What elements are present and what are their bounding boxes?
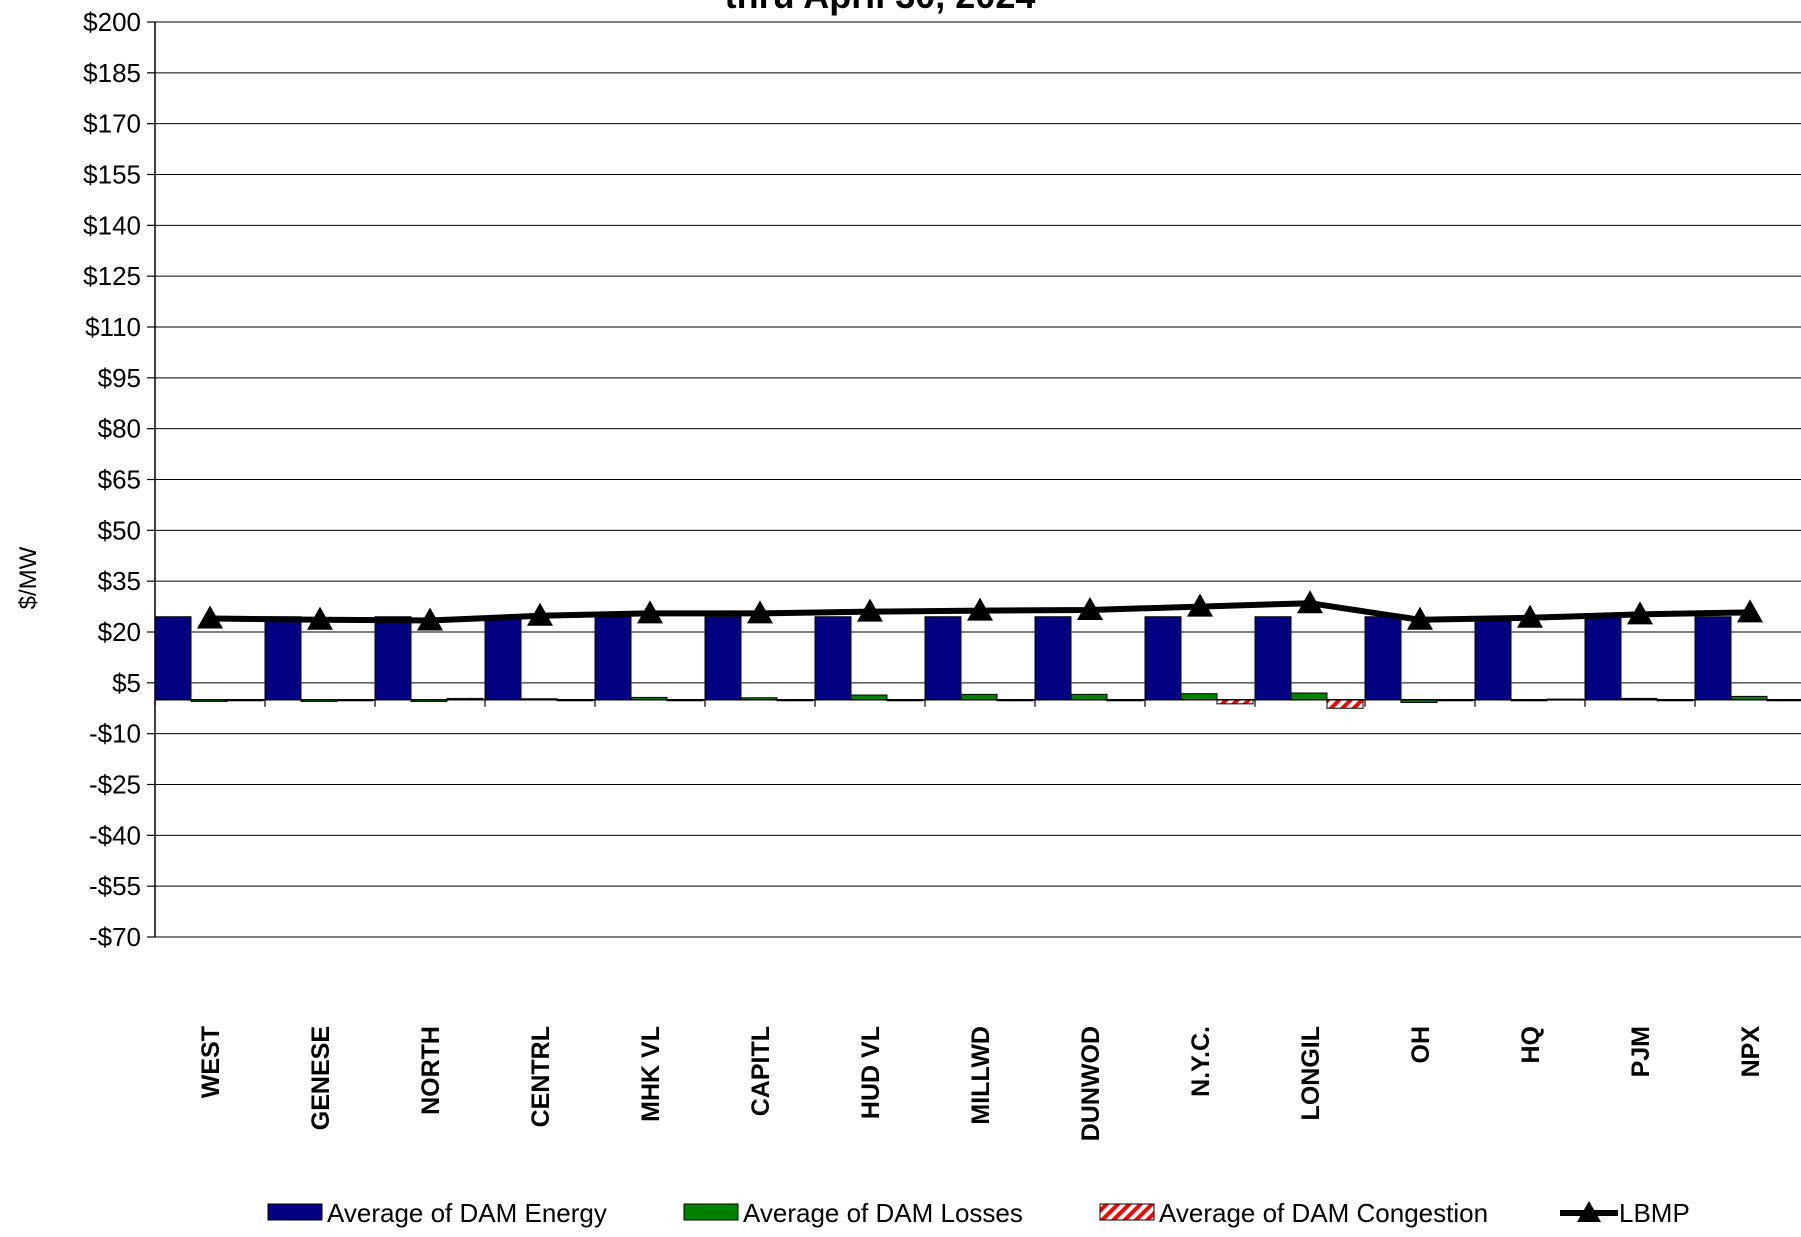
bar-average-of-dam-energy-nyc	[1144, 616, 1182, 701]
legend-label: Average of DAM Energy	[327, 1198, 607, 1228]
bar-average-of-dam-energy-mhkvl	[594, 616, 632, 701]
y-tick-label: $125	[83, 261, 141, 291]
legend-swatch	[1099, 1203, 1155, 1221]
legend-swatch	[683, 1203, 739, 1221]
y-tick-labels: $200 $185 $170 $155 $140 $125 $110 $95 $80 $65 $50…	[83, 7, 141, 952]
bar-average-of-dam-losses-dunwod	[1070, 693, 1108, 701]
lbmp-marker-npx	[1737, 599, 1763, 623]
y-tick-label: $65	[98, 465, 141, 495]
legend-label: Average of DAM Losses	[743, 1198, 1023, 1228]
x-label-mhkvl: MHK VL	[637, 1026, 665, 1122]
x-label-centrl: CENTRL	[527, 1026, 555, 1127]
axes	[147, 21, 1801, 938]
lbmp-marker-millwd	[967, 597, 993, 621]
bar-average-of-dam-energy-longil	[1254, 616, 1292, 701]
y-tick-label: $155	[83, 160, 141, 190]
bar-average-of-dam-energy-pjm	[1584, 616, 1622, 701]
y-tick-label: $5	[112, 668, 141, 698]
lbmp-marker-north	[417, 607, 443, 631]
y-tick-label: $170	[83, 109, 141, 139]
chart-title: thru April 30, 2024	[725, 0, 1036, 16]
y-tick-label: $20	[98, 617, 141, 647]
lbmp-marker-dunwod	[1077, 596, 1103, 620]
legend-label: Average of DAM Congestion	[1159, 1198, 1488, 1228]
bar-average-of-dam-energy-hudvl	[814, 616, 852, 701]
x-label-capitl: CAPITL	[747, 1026, 775, 1116]
x-label-hudvl: HUD VL	[857, 1026, 885, 1119]
legend-label: LBMP	[1619, 1198, 1690, 1228]
x-label-north: NORTH	[417, 1026, 445, 1115]
y-tick-label: $110	[85, 312, 141, 342]
x-label-oh: OH	[1407, 1026, 1435, 1064]
lbmp-marker-mhkvl	[637, 600, 663, 624]
x-label-hq: HQ	[1517, 1026, 1545, 1064]
bar-average-of-dam-losses-millwd	[960, 693, 998, 701]
lbmp-marker-pjm	[1627, 601, 1653, 625]
bar-average-of-dam-energy-centrl	[484, 616, 522, 701]
bar-average-of-dam-energy-hq	[1474, 616, 1512, 701]
x-label-millwd: MILLWD	[967, 1026, 995, 1125]
bar-average-of-dam-energy-north	[374, 616, 412, 701]
bars	[154, 616, 1801, 709]
x-label-longil: LONGIL	[1297, 1026, 1325, 1120]
lbmp-marker-west	[197, 605, 223, 629]
bar-average-of-dam-energy-capitl	[704, 616, 742, 701]
y-tick-label: $95	[98, 363, 141, 393]
x-label-dunwod: DUNWOD	[1077, 1026, 1105, 1141]
x-label-nyc: N.Y.C.	[1187, 1026, 1215, 1097]
lbmp-line	[197, 590, 1763, 631]
y-tick-label: $200	[83, 7, 141, 37]
lbmp-marker-oh	[1407, 606, 1433, 630]
bar-average-of-dam-congestion-longil	[1326, 699, 1364, 709]
y-tick-label: $140	[83, 210, 141, 240]
lbmp-marker-longil	[1297, 590, 1323, 614]
y-tick-label: -$25	[89, 770, 141, 800]
legend: Average of DAM Energy Average of DAM Loss…	[267, 1198, 1690, 1228]
bar-average-of-dam-energy-oh	[1364, 616, 1402, 701]
x-label-genese: GENESE	[307, 1026, 335, 1130]
x-label-west: WEST	[197, 1026, 225, 1098]
legend-marker	[1577, 1201, 1601, 1222]
y-tick-label: $185	[83, 58, 141, 88]
x-label-pjm: PJM	[1627, 1026, 1655, 1077]
y-tick-label: -$10	[89, 719, 141, 749]
bar-average-of-dam-energy-genese	[264, 616, 302, 701]
lbmp-marker-hq	[1517, 604, 1543, 628]
grid-lines	[155, 21, 1801, 938]
y-tick-label: $80	[98, 414, 141, 444]
y-tick-label: -$40	[89, 820, 141, 850]
bar-average-of-dam-losses-longil	[1290, 692, 1328, 701]
bar-average-of-dam-energy-millwd	[924, 616, 962, 701]
bar-average-of-dam-energy-west	[154, 616, 192, 701]
y-tick-label: $50	[98, 515, 141, 545]
lbmp-marker-hudvl	[857, 598, 883, 622]
y-axis-label: $/MW	[15, 546, 42, 609]
x-tick-labels: WEST GENESE NORTH CENTRL MHK VL CAPITL HUD VL M…	[197, 1026, 1765, 1142]
bar-average-of-dam-energy-dunwod	[1034, 616, 1072, 701]
y-tick-label: -$55	[89, 871, 141, 901]
y-tick-label: $35	[98, 566, 141, 596]
lbmp-marker-nyc	[1187, 593, 1213, 617]
lbmp-marker-capitl	[747, 600, 773, 624]
legend-swatch	[267, 1203, 323, 1221]
lbmp-marker-genese	[307, 606, 333, 630]
x-label-npx: NPX	[1737, 1026, 1765, 1078]
bar-average-of-dam-energy-npx	[1694, 616, 1732, 701]
y-tick-label: -$70	[89, 922, 141, 952]
bar-average-of-dam-losses-nyc	[1180, 693, 1218, 701]
lbmp-marker-centrl	[527, 602, 553, 626]
